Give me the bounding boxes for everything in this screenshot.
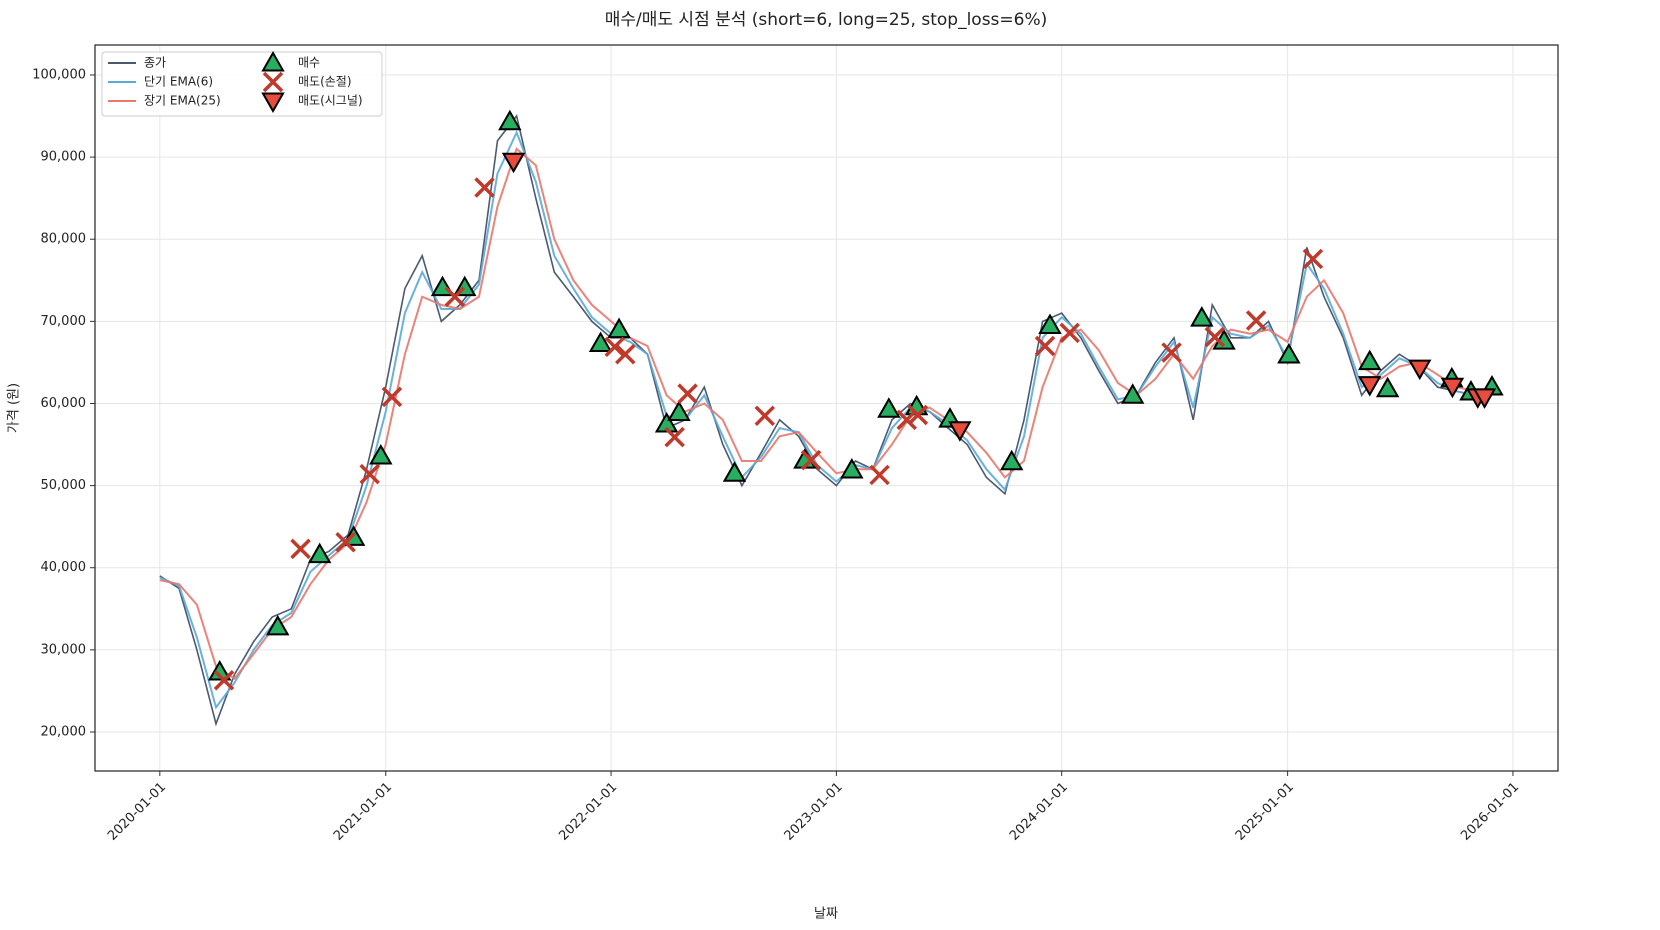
trade-marker	[290, 538, 311, 560]
trade-marker	[1059, 322, 1080, 344]
legend-box	[101, 51, 383, 117]
trade-marker	[677, 383, 698, 404]
price-line	[159, 114, 1494, 727]
trade-marker	[1472, 388, 1497, 409]
trade-marker	[1407, 359, 1432, 381]
trade-marker	[474, 177, 495, 198]
trade-marker	[1375, 376, 1400, 398]
trade-marker	[265, 614, 290, 636]
legend-label: 매도(시그널)	[298, 94, 363, 108]
legend-label: 매도(손절)	[298, 75, 352, 89]
trade-marker	[754, 405, 776, 427]
trade-marker	[722, 461, 747, 482]
trade-marker	[498, 109, 522, 131]
y-tick-label: 50,000	[41, 478, 87, 493]
trade-marker	[877, 397, 901, 418]
legend-label: 장기 EMA(25)	[144, 94, 221, 108]
trade-marker	[501, 152, 526, 174]
trade-marker	[615, 343, 636, 365]
legend-swatch	[262, 71, 284, 93]
y-tick-label: 40,000	[41, 560, 87, 575]
trade-marker	[1204, 326, 1226, 348]
legend-label: 매수	[298, 56, 320, 70]
trade-marker	[444, 286, 466, 307]
trade-marker	[667, 400, 691, 422]
trade-marker	[369, 444, 393, 465]
y-tick-label: 90,000	[41, 150, 87, 165]
legend-label: 단기 EMA(6)	[144, 75, 213, 89]
trade-marker	[1357, 349, 1382, 371]
y-tick-label: 70,000	[41, 314, 87, 329]
trade-marker	[213, 670, 235, 691]
trade-marker	[800, 449, 822, 471]
trade-marker	[896, 409, 917, 431]
trade-marker	[840, 457, 864, 479]
legend-swatch	[261, 50, 285, 72]
legend-label: 종가	[144, 56, 166, 70]
trade-marker	[1245, 310, 1267, 331]
trade-marker	[604, 336, 626, 358]
y-tick-label: 100,000	[32, 67, 86, 82]
legend-swatch	[261, 92, 285, 114]
trade-marker	[607, 317, 631, 339]
trade-marker	[1277, 343, 1301, 364]
trade-marker	[1190, 306, 1214, 327]
trade-marker	[359, 463, 380, 485]
trade-marker	[1357, 376, 1382, 397]
trade-marker	[664, 426, 685, 448]
trade-marker	[948, 421, 972, 442]
trade-marker	[999, 449, 1024, 471]
trade-marker	[207, 660, 232, 681]
trade-marker	[1302, 248, 1324, 270]
trade-marker	[1034, 335, 1056, 357]
trade-marker	[869, 464, 890, 486]
y-axis-label: 가격 (원)	[7, 383, 22, 433]
y-tick-label: 80,000	[41, 232, 87, 247]
trade-marker	[1120, 383, 1145, 404]
trade-marker	[907, 404, 929, 426]
trade-marker	[1038, 313, 1062, 334]
trade-marker	[307, 542, 332, 564]
y-tick-label: 30,000	[41, 642, 87, 657]
y-tick-label: 20,000	[41, 724, 87, 739]
trade-marker	[588, 331, 613, 353]
plot-frame	[94, 44, 1559, 772]
trade-marker	[1161, 342, 1182, 363]
trade-marker	[381, 386, 403, 408]
x-axis-label: 날짜	[814, 907, 838, 922]
trade-marker	[335, 532, 356, 553]
chart-title: 매수/매도 시점 분석 (short=6, long=25, stop_loss…	[605, 10, 1048, 30]
y-tick-label: 60,000	[41, 396, 87, 411]
trade-marker	[1440, 377, 1465, 399]
